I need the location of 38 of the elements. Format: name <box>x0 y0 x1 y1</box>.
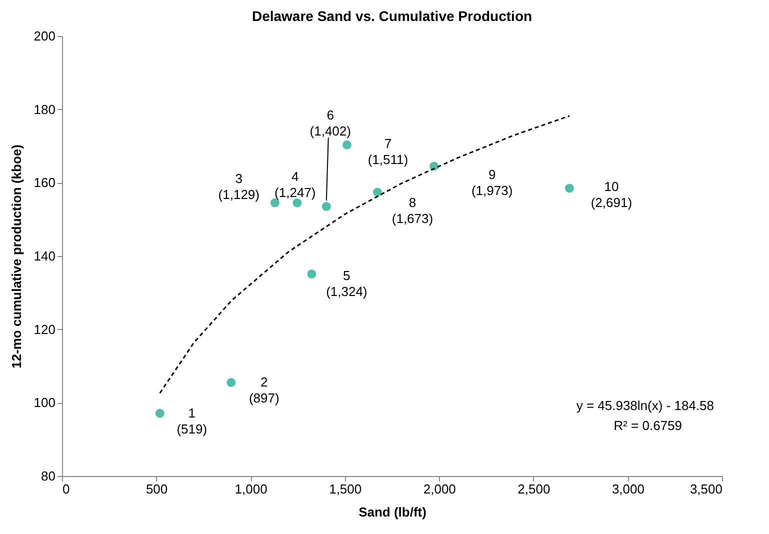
annotation: 9 (1,973) <box>471 167 513 198</box>
annotation: 10 (2,691) <box>590 179 632 210</box>
point <box>342 140 352 150</box>
x-tick-label: 2,500 <box>518 482 550 496</box>
y-tick-label: 200 <box>34 28 56 44</box>
y-tick-label: 160 <box>34 175 56 190</box>
point <box>373 188 382 197</box>
y-tick-label: 140 <box>34 248 56 264</box>
x-tick-label: 1,500 <box>329 482 362 496</box>
point <box>155 408 164 418</box>
x-tick-label: 500 <box>146 482 168 496</box>
annotation: 5 (1,324) <box>326 268 368 299</box>
x-tick-label: 2,000 <box>423 482 456 496</box>
annotation: 3 (1,129) <box>218 170 260 202</box>
y-tick-label: 180 <box>34 102 56 117</box>
annotation: 8 (1,673) <box>392 195 434 226</box>
annotation: 4 (1,247) <box>274 168 316 200</box>
x-tick-label: 3,000 <box>612 482 644 496</box>
annotation: y = 45.938ln(x) - 184.58 <box>576 398 714 413</box>
annotation: 2 (897) <box>248 374 280 406</box>
x-tick-label: 0 <box>62 482 70 496</box>
y-tick-label: 120 <box>34 322 56 337</box>
annotation: 7 (1,511) <box>368 136 408 167</box>
x-tick-label: 1,000 <box>234 482 268 496</box>
y-tick-label: 100 <box>34 395 56 410</box>
annotation: 6 (1,402) <box>310 108 351 138</box>
y-tick-label: 80 <box>41 468 56 484</box>
point <box>270 198 280 208</box>
point <box>226 378 236 387</box>
chart-title: Delaware Sand vs. Cumulative Production <box>252 8 532 24</box>
point <box>564 184 574 193</box>
annotation: R² = 0.6759 <box>614 418 682 433</box>
x-tick-label: 3,500 <box>690 482 722 496</box>
point <box>322 202 331 211</box>
y-axis-title: 12-mo cumulative production (kboe) <box>8 144 24 368</box>
annotation: 1 (519) <box>176 405 208 436</box>
point <box>307 270 316 278</box>
x-axis-title: Sand (lb/ft) <box>358 504 426 520</box>
